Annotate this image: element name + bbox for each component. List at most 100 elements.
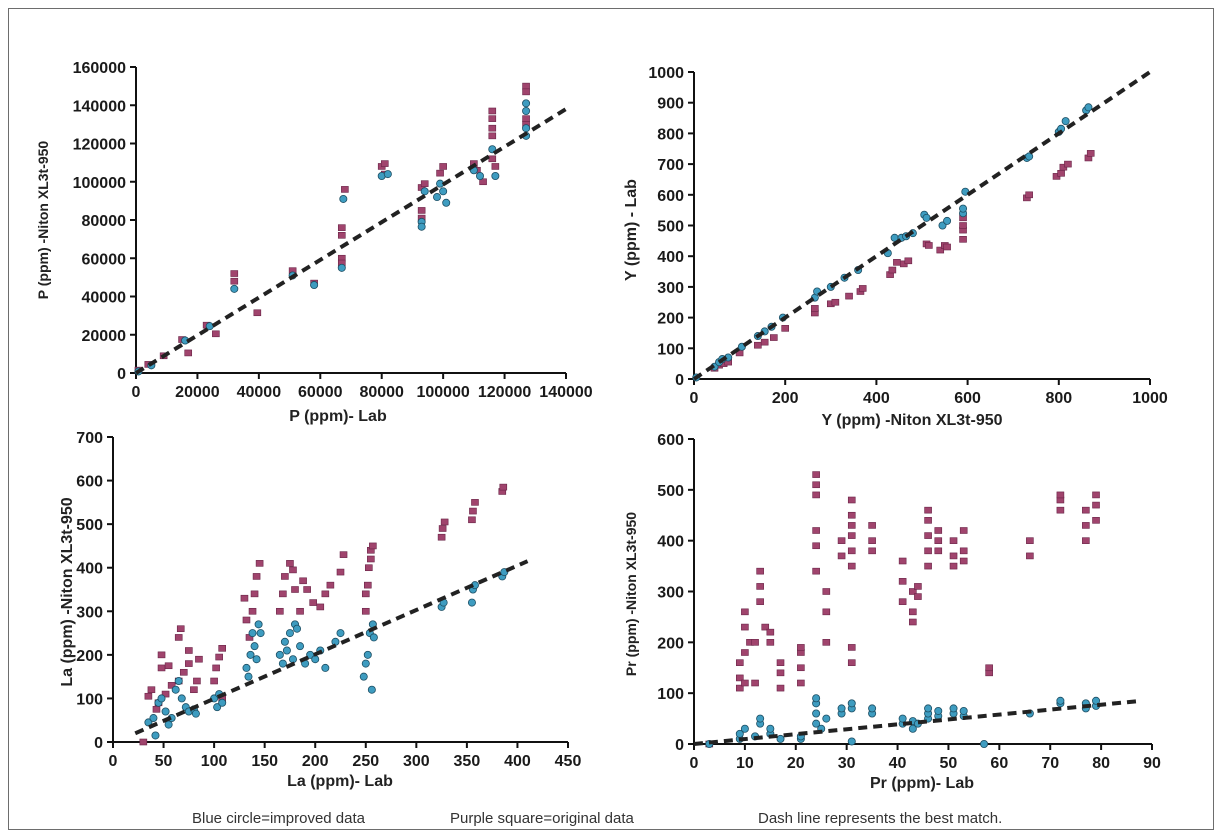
point-original: [812, 567, 820, 575]
y-axis-title: P (ppm) -Niton XL3t-950: [35, 141, 51, 300]
point-improved: [337, 263, 346, 272]
point-original: [190, 686, 198, 694]
point-improved: [339, 194, 348, 203]
point-original: [230, 270, 239, 277]
point-original: [812, 542, 820, 550]
y-tick-label: 0: [675, 372, 684, 389]
point-original: [837, 552, 846, 560]
point-improved: [1084, 103, 1093, 112]
point-original: [959, 547, 968, 555]
point-improved: [293, 624, 302, 633]
x-tick-label: 70: [1041, 755, 1059, 772]
point-original: [281, 573, 289, 580]
point-original: [1056, 491, 1065, 499]
point-original: [741, 649, 749, 656]
point-original: [756, 567, 764, 575]
y-tick-label: 300: [76, 604, 103, 621]
point-improved: [336, 629, 345, 638]
point-original: [167, 682, 176, 689]
point-original: [766, 639, 775, 646]
point-original: [812, 471, 820, 478]
point-original: [868, 547, 876, 555]
legend-best-match: Dash line represents the best match.: [758, 810, 1003, 827]
point-original: [812, 527, 820, 534]
point-original: [934, 527, 943, 534]
point-original: [361, 590, 370, 598]
point-improved: [164, 720, 173, 729]
point-original: [365, 564, 373, 572]
point-original: [924, 562, 932, 570]
point-original: [185, 660, 193, 667]
point-improved: [218, 698, 227, 707]
x-tick-label: 600: [954, 390, 981, 407]
y-tick-label: 100: [657, 686, 684, 703]
point-original: [949, 537, 958, 544]
point-original: [144, 692, 153, 700]
point-original: [479, 178, 487, 186]
point-improved: [367, 685, 376, 694]
point-original: [751, 639, 759, 646]
point-original: [1056, 506, 1065, 514]
point-original: [248, 607, 257, 615]
point-improved: [735, 729, 744, 738]
point-original: [822, 608, 831, 616]
x-tick-label: 1000: [1132, 390, 1168, 407]
point-original: [488, 132, 497, 140]
point-improved: [943, 216, 952, 225]
x-tick-label: 40000: [237, 384, 282, 401]
point-original: [299, 577, 307, 585]
y-tick-label: 120000: [73, 137, 126, 154]
point-original: [417, 207, 426, 214]
point-improved: [522, 124, 531, 133]
point-improved: [144, 718, 153, 727]
point-original: [924, 517, 932, 524]
y-tick-label: 0: [675, 737, 684, 754]
point-original: [761, 623, 770, 631]
x-tick-label: 400: [863, 390, 890, 407]
point-original: [797, 644, 805, 651]
point-original: [959, 222, 967, 229]
point-original: [367, 555, 375, 563]
point-improved: [1056, 696, 1065, 705]
point-original: [179, 668, 188, 676]
point-improved: [868, 704, 877, 713]
x-tick-label: 800: [1045, 390, 1072, 407]
point-original: [255, 560, 264, 567]
y-tick-label: 600: [76, 474, 103, 491]
y-tick-label: 500: [657, 483, 684, 500]
x-tick-label: 200: [302, 753, 329, 770]
point-original: [741, 608, 749, 616]
point-original: [735, 674, 744, 682]
chart-la: 0 50 100 150 200 250 300 350 400 450 0 100 200 300 400…: [59, 430, 581, 790]
chart-p: 0 20000 40000 60000 80000 100000 120000 140000 0…: [35, 60, 593, 425]
point-improved: [246, 650, 255, 659]
y-tick-label: 400: [657, 534, 684, 551]
x-tick-label: 10: [736, 755, 754, 772]
point-original: [924, 547, 932, 555]
point-original: [909, 618, 917, 626]
point-original: [522, 82, 530, 90]
point-improved: [1025, 152, 1034, 161]
point-original: [210, 677, 218, 685]
point-original: [488, 107, 497, 115]
point-original: [253, 309, 262, 317]
x-tick-label: 30: [838, 755, 856, 772]
point-original: [522, 88, 530, 96]
point-original: [924, 506, 932, 514]
point-original: [139, 738, 148, 746]
y-tick-label: 1000: [648, 65, 684, 82]
point-original: [943, 243, 951, 251]
point-original: [1086, 150, 1095, 157]
point-improved: [311, 655, 320, 664]
point-original: [781, 325, 790, 332]
x-axis-title: Pr (ppm)- Lab: [870, 775, 974, 792]
y-tick-label: 700: [76, 430, 103, 447]
point-improved: [812, 694, 821, 703]
point-improved: [822, 714, 831, 723]
point-improved: [250, 642, 259, 651]
point-improved: [924, 704, 933, 713]
point-original: [847, 562, 856, 570]
point-original: [1057, 170, 1065, 177]
point-original: [309, 599, 318, 606]
point-original: [291, 586, 299, 593]
